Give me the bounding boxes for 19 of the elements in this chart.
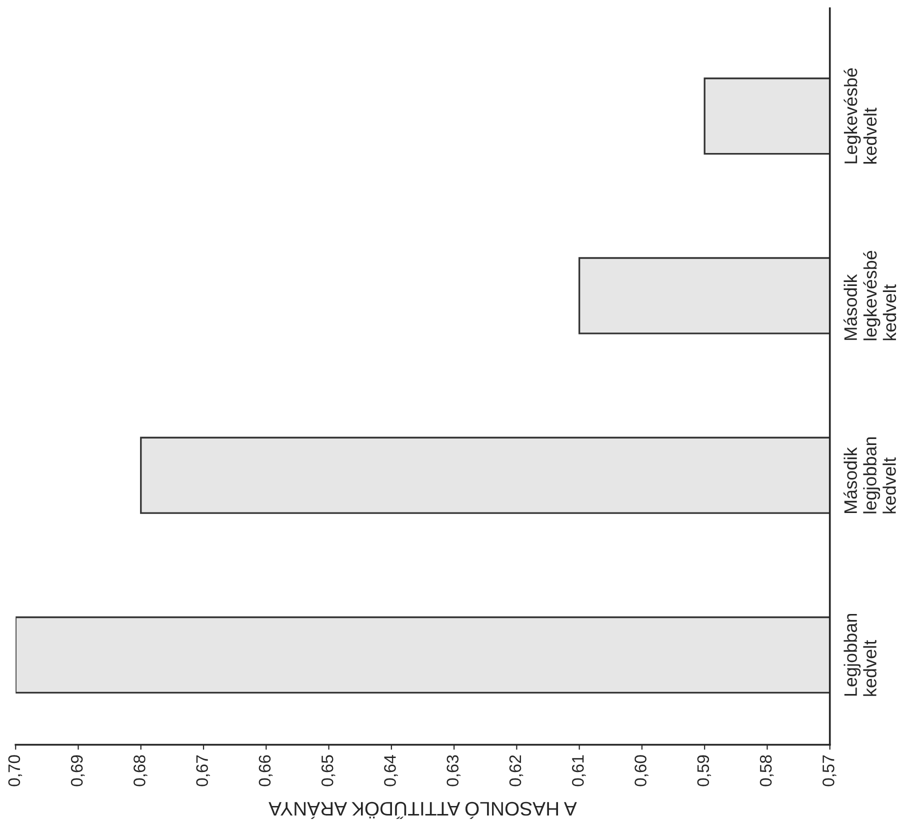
x-tick-label: 0,60	[634, 755, 648, 786]
x-tick-label: 0,66	[258, 755, 273, 786]
x-tick-label: 0,62	[509, 755, 524, 786]
x-tick-label: 0,59	[697, 755, 712, 786]
x-tick-label: 0,57	[822, 755, 836, 786]
y-tick-label: Második legkevésbé kedvelt	[844, 250, 896, 340]
x-tick-label: 0,61	[572, 755, 586, 786]
x-tick-label: 0,67	[196, 755, 210, 786]
x-tick-label: 0,63	[446, 755, 460, 786]
x-axis-title: A HASONLÓ ATTITŰDÖK ARÁNYA	[268, 802, 577, 819]
x-tick-label: 0,64	[384, 754, 398, 786]
x-tick-label: 0,65	[321, 755, 336, 786]
y-tick-label: Legkevésbé kedvelt	[844, 68, 877, 164]
x-tick-label: 0,68	[134, 755, 148, 786]
y-tick-label: Második legjobban kedvelt	[844, 437, 896, 514]
x-tick-label: 0,70	[8, 755, 22, 786]
y-tick-label: Legjobban kedvelt	[844, 614, 876, 696]
x-tick-label: 0,69	[70, 755, 85, 786]
x-tick-label: 0,58	[760, 755, 774, 786]
